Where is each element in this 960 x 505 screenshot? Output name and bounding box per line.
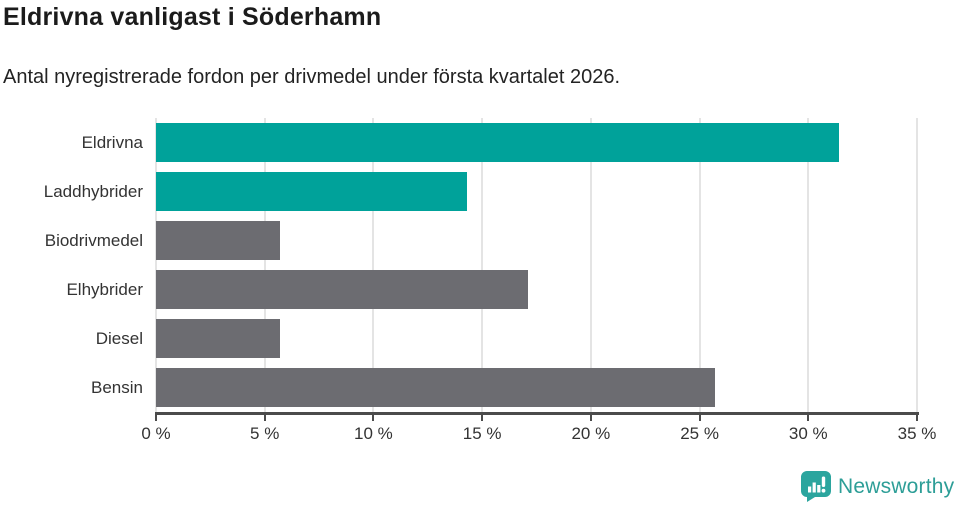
bar: [156, 123, 839, 162]
category-label: Biodrivmedel: [44, 231, 143, 250]
bar-row: [156, 216, 917, 265]
tick-mark: [372, 415, 375, 421]
bar: [156, 319, 280, 358]
category-label: Laddhybrider: [43, 182, 143, 201]
x-axis-line: [155, 412, 919, 415]
newsworthy-logo-icon: [801, 471, 831, 502]
gridline: [481, 118, 484, 412]
category-label: Diesel: [95, 329, 143, 348]
bar: [156, 221, 280, 260]
category-labels: Eldrivna Laddhybrider Biodrivmedel Elhybrid…: [0, 118, 143, 412]
tick-label: 10 %: [354, 424, 393, 443]
plot-area: [155, 118, 918, 412]
chart-subtitle: Antal nyregistrerade fordon per drivmede…: [3, 66, 621, 88]
brand-name: Newsworthy: [838, 474, 955, 498]
tick-mark: [807, 415, 810, 421]
tick-mark: [481, 415, 484, 421]
gridline: [372, 118, 375, 412]
tick-label: 5 %: [250, 424, 280, 443]
tick-mark: [589, 415, 592, 421]
tick-label: 0 %: [141, 424, 171, 443]
x-axis-tick-labels: 0 % 5 % 10 % 15 % 20 % 25 % 30 % 35 %: [141, 424, 936, 446]
tick-mark: [698, 415, 701, 421]
tick-label: 30 %: [788, 424, 828, 443]
gridline: [263, 118, 266, 412]
gridline: [155, 118, 157, 412]
bar: [156, 270, 528, 309]
gridline: [698, 118, 701, 412]
bar-row: [156, 363, 917, 412]
bar-row: [156, 265, 917, 314]
tick-label: 35 %: [897, 424, 937, 443]
bar: [156, 172, 467, 211]
bar-rows: [156, 118, 917, 412]
tick-mark: [155, 415, 157, 421]
category-label: Elhybrider: [66, 280, 143, 299]
category-label: Bensin: [91, 378, 143, 397]
tick-mark: [916, 415, 918, 421]
x-axis-ticks: [155, 415, 918, 422]
bar-row: [156, 167, 917, 216]
gridline: [589, 118, 592, 412]
category-label: Eldrivna: [81, 133, 143, 152]
bar-row: [156, 118, 917, 167]
tick-label: 20 %: [571, 424, 611, 443]
tick-label: 15 %: [462, 424, 502, 443]
gridline: [807, 118, 810, 412]
bar: [156, 368, 715, 407]
bar-row: [156, 314, 917, 363]
gridline: [916, 118, 918, 412]
tick-label: 25 %: [680, 424, 719, 443]
brand-footer[interactable]: Newsworthy: [801, 471, 954, 502]
tick-mark: [263, 415, 266, 421]
chart-title: Eldrivna vanligast i Söderhamn: [3, 3, 382, 31]
